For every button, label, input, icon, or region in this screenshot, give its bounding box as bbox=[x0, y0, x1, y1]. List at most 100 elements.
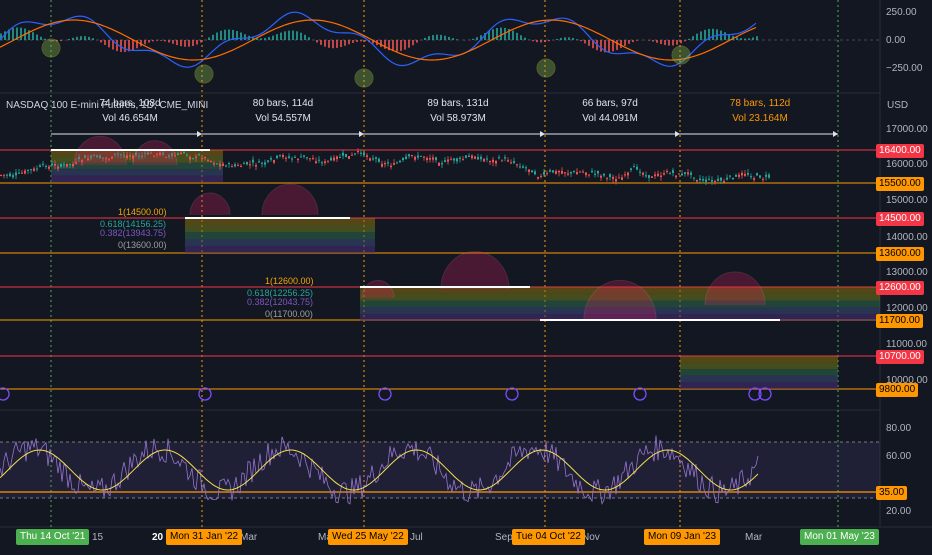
range-stat-1[interactable]: 74 bars, 108d Vol 46.654M bbox=[95, 96, 165, 126]
range-stat-4[interactable]: 66 bars, 97d Vol 44.091M bbox=[575, 96, 645, 126]
candle-body bbox=[591, 171, 593, 172]
candle-body bbox=[129, 155, 131, 156]
macd-hist-bar bbox=[60, 40, 62, 41]
candle-body bbox=[663, 173, 665, 174]
date-badge[interactable]: Tue 04 Oct '22 bbox=[512, 529, 585, 545]
rsi-axis-label: 80.00 bbox=[886, 423, 911, 435]
candle-body bbox=[288, 156, 290, 157]
macd-hist-bar bbox=[364, 40, 366, 41]
x-tick: Mar bbox=[745, 532, 762, 543]
candle-body bbox=[543, 172, 545, 175]
candle-body bbox=[549, 170, 551, 172]
candle-body bbox=[621, 177, 623, 180]
macd-hist-bar bbox=[724, 32, 726, 40]
candle-body bbox=[315, 161, 317, 163]
macd-hist-bar bbox=[436, 35, 438, 40]
macd-hist-bar bbox=[244, 34, 246, 40]
candle-body bbox=[522, 166, 524, 167]
macd-hist-bar bbox=[40, 37, 42, 40]
candle-body bbox=[768, 175, 770, 178]
x-tick: Sep bbox=[495, 532, 513, 543]
macd-hist-bar bbox=[216, 33, 218, 40]
macd-hist-bar bbox=[164, 40, 166, 41]
macd-hist-bar bbox=[380, 40, 382, 47]
candle-body bbox=[495, 161, 497, 164]
candle-body bbox=[588, 174, 590, 175]
macd-hist-bar bbox=[540, 40, 542, 42]
candle-body bbox=[249, 164, 251, 165]
candle-body bbox=[645, 175, 647, 176]
range-arrowhead bbox=[540, 131, 545, 137]
macd-hist-bar bbox=[352, 40, 354, 43]
range-stat-5[interactable]: 78 bars, 112d Vol 23.164M bbox=[722, 96, 798, 126]
candle-body bbox=[309, 158, 311, 159]
price-level-tag: 10700.00 bbox=[876, 350, 924, 364]
candle-body bbox=[441, 163, 443, 164]
event-icon bbox=[634, 388, 646, 400]
candle-body bbox=[723, 181, 725, 182]
candle-body bbox=[45, 166, 47, 167]
candle-body bbox=[726, 178, 728, 180]
price-axis-label: 15000.00 bbox=[886, 195, 928, 207]
macd-hist-bar bbox=[348, 40, 350, 44]
candle-body bbox=[36, 169, 38, 170]
candle-body bbox=[0, 175, 2, 176]
fib-label: 0(11700.00) bbox=[265, 309, 313, 319]
candle-body bbox=[492, 160, 494, 163]
macd-hist-bar bbox=[636, 40, 638, 41]
arc-pattern bbox=[262, 184, 318, 215]
arc-pattern bbox=[133, 141, 177, 165]
macd-hist-bar bbox=[260, 38, 262, 40]
candle-body bbox=[699, 179, 701, 180]
candle-body bbox=[555, 171, 557, 174]
macd-hist-bar bbox=[264, 38, 266, 40]
range-stat-3[interactable]: 89 bars, 131d Vol 58.973M bbox=[420, 96, 496, 126]
macd-hist-bar bbox=[172, 40, 174, 44]
macd-hist-bar bbox=[428, 36, 430, 40]
macd-hist-bar bbox=[208, 37, 210, 40]
candle-body bbox=[303, 155, 305, 156]
fib-zone-band bbox=[680, 363, 838, 370]
price-level-tag: 14500.00 bbox=[876, 212, 924, 226]
fib-label: 0.382(12043.75) bbox=[247, 297, 313, 307]
candle-body bbox=[270, 158, 272, 159]
candle-body bbox=[39, 165, 41, 167]
candle-body bbox=[507, 160, 509, 161]
candle-body bbox=[15, 173, 17, 176]
macd-hist-bar bbox=[160, 40, 162, 41]
date-badge[interactable]: Mon 01 May '23 bbox=[800, 529, 879, 545]
candle-body bbox=[414, 157, 416, 160]
candle-body bbox=[624, 174, 626, 175]
macd-hist-bar bbox=[300, 33, 302, 40]
macd-hist-bar bbox=[656, 40, 658, 43]
rsi-axis-label: 60.00 bbox=[886, 451, 911, 463]
candle-body bbox=[465, 156, 467, 158]
candle-body bbox=[6, 175, 8, 176]
range-stat-2[interactable]: 80 bars, 114d Vol 54.557M bbox=[245, 96, 321, 126]
macd-hist-bar bbox=[148, 40, 150, 43]
macd-cross-marker bbox=[42, 39, 60, 57]
macd-hist-bar bbox=[536, 40, 538, 42]
candle-body bbox=[264, 162, 266, 164]
candle-body bbox=[180, 153, 182, 154]
x-tick: 15 bbox=[92, 532, 103, 543]
range-bars: 74 bars, 108d bbox=[95, 96, 165, 111]
macd-hist-bar bbox=[276, 34, 278, 40]
macd-hist-bar bbox=[328, 40, 330, 48]
candle-body bbox=[285, 158, 287, 159]
candle-body bbox=[357, 151, 359, 152]
candle-body bbox=[747, 173, 749, 175]
macd-hist-bar bbox=[476, 37, 478, 40]
x-tick: 20 bbox=[152, 532, 163, 543]
date-badge[interactable]: Wed 25 May '22 bbox=[328, 529, 408, 545]
macd-hist-bar bbox=[220, 31, 222, 40]
candle-body bbox=[393, 163, 395, 165]
macd-hist-bar bbox=[516, 33, 518, 40]
date-badge[interactable]: Mon 31 Jan '22 bbox=[166, 529, 242, 545]
date-badge[interactable]: Thu 14 Oct '21 bbox=[16, 529, 89, 545]
date-badge[interactable]: Mon 09 Jan '23 bbox=[644, 529, 720, 545]
macd-hist-bar bbox=[616, 40, 618, 50]
macd-hist-bar bbox=[608, 40, 610, 52]
